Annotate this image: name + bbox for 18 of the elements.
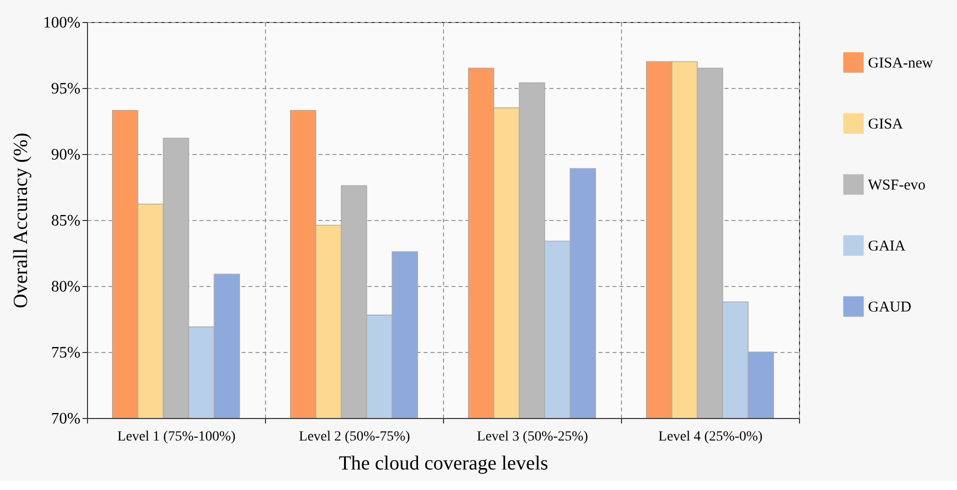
y-tick-label: 100%: [43, 14, 80, 32]
x-tick-label: Level 3 (50%-25%): [476, 430, 588, 444]
y-tick-label: 80%: [51, 278, 80, 296]
y-tick-label: 95%: [51, 80, 80, 98]
legend-label: GAUD: [868, 300, 912, 316]
x-tick-label: Level 4 (25%-0%): [658, 430, 763, 444]
legend-label: GISA: [868, 116, 904, 132]
x-tick-label: Level 2 (50%-75%): [298, 430, 410, 444]
x-axis-title: The cloud coverage levels: [338, 452, 548, 474]
legend-label: GAIA: [868, 238, 906, 254]
y-tick-label: 75%: [51, 344, 80, 362]
x-tick-label: Level 1 (75%-100%): [117, 430, 236, 444]
legend-label: GISA-new: [868, 56, 934, 72]
y-tick-label: 85%: [51, 212, 80, 230]
y-tick-label: 90%: [51, 146, 80, 164]
y-tick-label: 70%: [51, 410, 80, 428]
legend-label: WSF-evo: [868, 178, 926, 194]
y-axis-title: Overall Accuracy (%): [10, 132, 32, 308]
